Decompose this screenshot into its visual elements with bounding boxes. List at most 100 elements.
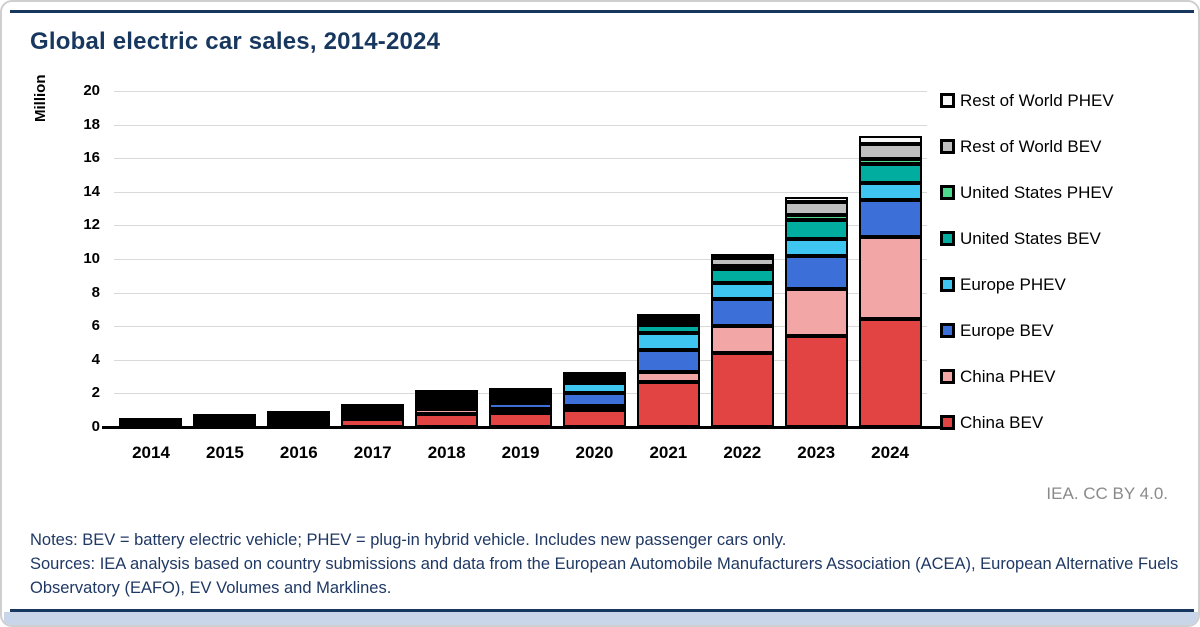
legend-label: United States BEV <box>960 228 1101 248</box>
bar-segment-china-bev-2020 <box>562 410 626 427</box>
bar-segment-rest-of-world-phev-2024 <box>858 135 922 144</box>
x-axis-line <box>102 426 945 429</box>
legend-label: China PHEV <box>960 366 1056 386</box>
bottom-rule <box>10 609 1194 612</box>
notes-line: Notes: BEV = battery electric vehicle; P… <box>30 531 787 549</box>
bar-segment-rest-of-world-phev-2014 <box>119 417 183 422</box>
y-tick-label: 8 <box>91 283 100 301</box>
x-tick-label-2023: 2023 <box>797 443 836 462</box>
y-tick-label: 2 <box>91 384 100 402</box>
y-tick-label: 4 <box>91 350 100 368</box>
bar-segment-rest-of-world-phev-2016 <box>267 410 331 415</box>
x-tick-label-2021: 2021 <box>649 443 688 462</box>
bar-segment-united-states-bev-2022 <box>710 269 774 283</box>
gridline <box>114 225 927 227</box>
legend-swatch-icon <box>940 231 955 246</box>
gridline <box>114 292 927 294</box>
gridline <box>114 259 927 260</box>
legend-item-china-bev: China BEV <box>940 410 1114 435</box>
bottom-band <box>4 612 1198 625</box>
bar-segment-rest-of-world-bev-2024 <box>858 143 922 160</box>
bar-segment-europe-phev-2024 <box>858 183 922 201</box>
y-tick-label: 12 <box>83 216 100 234</box>
bar-segment-china-phev-2021 <box>636 371 700 382</box>
bar-segment-rest-of-world-phev-2023 <box>784 196 848 202</box>
legend-label: Rest of World PHEV <box>960 90 1114 110</box>
legend-swatch-icon <box>940 185 955 200</box>
bar-segment-united-states-bev-2023 <box>784 220 848 239</box>
bar-segment-rest-of-world-phev-2019 <box>489 387 552 392</box>
y-tick-label: 6 <box>91 317 100 335</box>
bar-segment-china-bev-2023 <box>784 336 848 427</box>
bar-segment-europe-phev-2018 <box>415 401 479 406</box>
bar-segment-china-phev-2020 <box>562 406 626 411</box>
y-axis-label: Million <box>32 74 49 123</box>
bar-segment-china-bev-2017 <box>341 419 405 427</box>
bar-segment-rest-of-world-phev-2022 <box>710 254 774 259</box>
legend-item-rest-of-world-bev: Rest of World BEV <box>940 134 1114 159</box>
bar-segment-united-states-bev-2021 <box>636 325 700 333</box>
y-tick-label: 14 <box>83 182 100 200</box>
bar-segment-europe-bev-2021 <box>636 349 700 372</box>
x-tick-label-2017: 2017 <box>353 443 392 462</box>
page-title: Global electric car sales, 2014-2024 <box>30 28 441 55</box>
gridline <box>114 191 927 193</box>
bar-segment-united-states-phev-2024 <box>858 159 922 165</box>
bar-segment-rest-of-world-phev-2015 <box>193 414 257 419</box>
gridline <box>114 124 927 126</box>
bar-segment-rest-of-world-bev-2021 <box>636 317 700 323</box>
legend-item-china-phev: China PHEV <box>940 364 1114 389</box>
y-tick-label: 20 <box>83 82 100 99</box>
x-tick-label-2018: 2018 <box>427 443 466 462</box>
x-tick-label-2024: 2024 <box>871 443 909 462</box>
legend-item-rest-of-world-phev: Rest of World PHEV <box>940 88 1114 113</box>
y-tick-label: 10 <box>83 250 100 267</box>
legend-label: United States PHEV <box>960 182 1114 202</box>
bar-segment-rest-of-world-phev-2021 <box>636 313 700 318</box>
y-tick-label: 18 <box>83 115 100 133</box>
legend-item-europe-phev: Europe PHEV <box>940 272 1114 297</box>
plot-area: 0 2 4 6 8 10 12 14 16 18 20 2014 2015 2016 2017 2018 201… <box>83 82 945 462</box>
bar-segment-europe-bev-2018 <box>415 405 479 410</box>
bar-segment-rest-of-world-phev-2017 <box>341 403 405 408</box>
bar-segment-china-phev-2022 <box>710 326 774 354</box>
legend-swatch-icon <box>940 277 955 292</box>
bar-segment-rest-of-world-phev-2020 <box>562 372 626 377</box>
bar-segment-europe-bev-2024 <box>858 200 922 238</box>
bar-segment-china-phev-2024 <box>858 237 922 320</box>
legend-item-united-states-phev: United States PHEV <box>940 180 1114 205</box>
legend-swatch-icon <box>940 139 955 154</box>
x-tick-label-2022: 2022 <box>723 443 762 462</box>
bar-segment-united-states-phev-2022 <box>710 265 774 270</box>
gridline <box>114 91 927 92</box>
gridline <box>114 359 927 361</box>
gridline <box>114 158 927 160</box>
bar-segment-rest-of-world-bev-2022 <box>710 258 774 266</box>
bar-segment-united-states-bev-2019 <box>489 395 552 400</box>
bar-segment-united-states-phev-2023 <box>784 215 848 221</box>
bar-segment-china-bev-2021 <box>636 381 700 427</box>
legend-label: Rest of World BEV <box>960 136 1102 156</box>
bar-segment-europe-bev-2023 <box>784 255 848 290</box>
legend-item-united-states-bev: United States BEV <box>940 226 1114 251</box>
chart-legend: Rest of World PHEV Rest of World BEV Unite… <box>940 88 1114 435</box>
bar-segment-united-states-bev-2024 <box>858 164 922 184</box>
sources-line: Sources: IEA analysis based on country s… <box>30 555 1179 597</box>
bar-segment-europe-phev-2023 <box>784 238 848 256</box>
bar-segment-europe-phev-2019 <box>489 398 552 403</box>
bar-segment-europe-bev-2022 <box>710 299 774 327</box>
bar-segment-china-bev-2016 <box>267 422 331 427</box>
bar-segment-china-bev-2024 <box>858 319 922 427</box>
x-tick-label-2020: 2020 <box>575 443 614 462</box>
gridline <box>114 326 927 328</box>
bar-segment-rest-of-world-bev-2023 <box>784 201 848 216</box>
top-rule <box>10 10 1194 13</box>
legend-swatch-icon <box>940 323 955 338</box>
bar-segment-europe-phev-2021 <box>636 332 700 350</box>
x-tick-label-2015: 2015 <box>205 443 244 462</box>
y-tick-label: 0 <box>91 418 100 435</box>
bar-segment-europe-bev-2020 <box>562 393 626 406</box>
x-tick-label-2019: 2019 <box>501 443 540 462</box>
attribution-text: IEA. CC BY 4.0. <box>1046 484 1168 503</box>
